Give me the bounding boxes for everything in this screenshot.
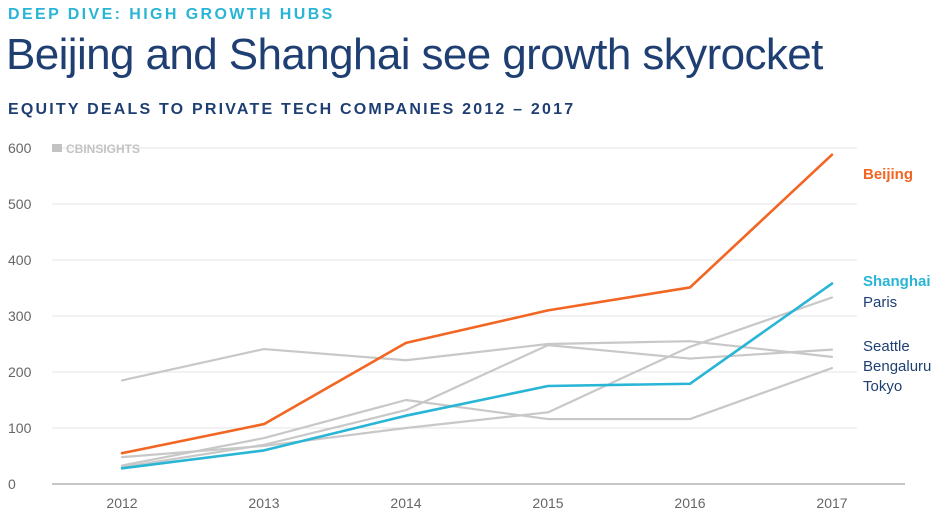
series-lines <box>120 153 834 470</box>
x-tick-label: 2012 <box>106 495 137 511</box>
series-label-shanghai: Shanghai <box>863 273 931 290</box>
y-axis: 0 100 200 300 400 500 600 <box>8 140 32 492</box>
x-tick-label: 2017 <box>816 495 847 511</box>
y-tick-label: 400 <box>8 252 32 268</box>
series-label-seattle: Seattle <box>863 338 910 355</box>
series-line-tokyo <box>120 296 834 459</box>
series-labels: Beijing Shanghai Paris Seattle Bengaluru Toky… <box>863 166 931 395</box>
series-line-seattle <box>120 340 834 382</box>
series-label-tokyo: Tokyo <box>863 378 902 395</box>
series-label-beijing: Beijing <box>863 166 913 183</box>
y-tick-label: 100 <box>8 420 32 436</box>
y-tick-label: 500 <box>8 196 32 212</box>
x-tick-label: 2016 <box>674 495 705 511</box>
y-tick-label: 0 <box>8 476 16 492</box>
x-tick-label: 2014 <box>390 495 421 511</box>
y-tick-label: 200 <box>8 364 32 380</box>
watermark-text: CBINSIGHTS <box>66 142 140 156</box>
x-tick-label: 2013 <box>248 495 279 511</box>
grid <box>52 147 905 485</box>
series-label-paris: Paris <box>863 294 897 311</box>
series-line-shanghai <box>120 282 834 470</box>
y-tick-label: 300 <box>8 308 32 324</box>
series-label-bengaluru: Bengaluru <box>863 358 931 375</box>
kicker: DEEP DIVE: HIGH GROWTH HUBS <box>8 6 335 23</box>
chart-subtitle: EQUITY DEALS TO PRIVATE TECH COMPANIES 2… <box>8 101 576 118</box>
series-line-beijing <box>120 153 834 455</box>
watermark: CBINSIGHTS <box>52 142 140 156</box>
y-tick-label: 600 <box>8 140 32 156</box>
x-axis: 2012 2013 2014 2015 2016 2017 <box>106 495 847 511</box>
x-tick-label: 2015 <box>532 495 563 511</box>
cbinsights-logo-icon <box>52 144 62 152</box>
chart-title: Beijing and Shanghai see growth skyrocke… <box>6 30 823 79</box>
series-line-paris <box>120 366 834 467</box>
